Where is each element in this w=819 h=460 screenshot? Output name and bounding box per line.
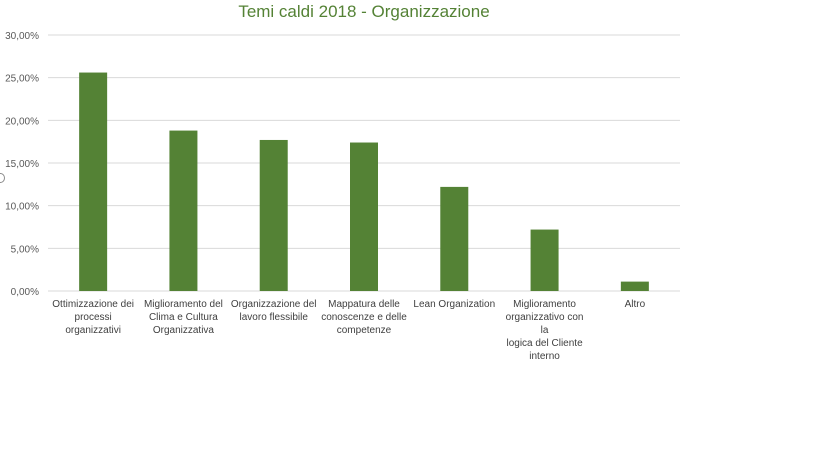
x-tick-label-line: Clima e Cultura [148, 312, 218, 323]
x-tick-label-line: competenze [336, 325, 392, 336]
bar[interactable] [530, 229, 559, 291]
x-tick-label-line: Organizzazione del [230, 299, 317, 310]
x-tick-label: Ottimizzazione dei processi organizzativi [50, 298, 136, 337]
x-tick-label: Miglioramento del Clima e Cultura Organizz… [140, 298, 226, 337]
x-tick-label-line: Lean Organization [413, 299, 496, 310]
y-tick-label: 25,00% [5, 74, 39, 85]
y-tick-label: 20,00% [5, 116, 39, 127]
bar[interactable] [350, 142, 378, 291]
x-tick-label: Organizzazione del lavoro flessibile [231, 298, 317, 324]
y-tick-label: 0,00% [11, 287, 39, 298]
x-tick-label-line: lavoro flessibile [239, 312, 308, 323]
x-tick-label-line: processi [74, 312, 112, 323]
x-tick-label-line: Miglioramento [513, 299, 576, 310]
x-tick-label-line: Altro [624, 299, 646, 310]
bar[interactable] [259, 139, 288, 291]
bar[interactable] [440, 186, 469, 291]
x-tick-label-line: Mappatura delle [328, 299, 400, 310]
x-tick-label: Mappatura delle conoscenze e delle compete… [321, 298, 407, 337]
x-tick-label-line: Ottimizzazione dei [52, 299, 134, 310]
x-tick-label: Miglioramento organizzativo con la logica … [502, 298, 588, 363]
x-tick-label-line: Organizzativa [152, 325, 214, 336]
x-tick-label-line: Miglioramento del [143, 299, 223, 310]
chart-title: Temi caldi 2018 - Organizzazione [238, 2, 490, 21]
bar[interactable] [169, 130, 198, 291]
x-tick-label-line: organizzativo con la [505, 312, 584, 336]
x-tick-label-line: logica del Cliente [506, 338, 583, 349]
y-tick-label: 10,00% [5, 202, 39, 213]
x-tick-label-line: conoscenze e delle [321, 312, 407, 323]
y-tick-label: 30,00% [5, 31, 39, 42]
x-tick-label-line: interno [529, 351, 560, 362]
x-tick-label: Lean Organization [411, 298, 497, 311]
y-tick-label: 15,00% [5, 159, 39, 170]
bar[interactable] [79, 72, 108, 292]
bar[interactable] [620, 281, 649, 291]
x-tick-label: Altro [592, 298, 678, 311]
y-tick-label: 5,00% [11, 244, 39, 255]
x-tick-label-line: organizzativi [65, 325, 121, 336]
